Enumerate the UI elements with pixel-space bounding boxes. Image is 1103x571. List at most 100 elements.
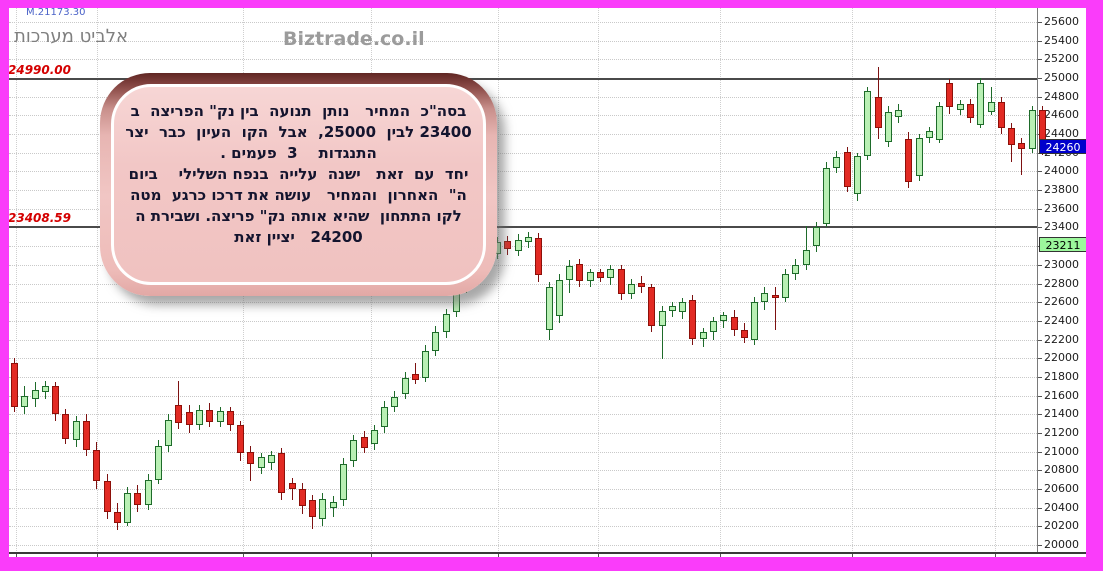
candle-body <box>278 452 286 493</box>
y-gridline <box>9 320 1037 322</box>
candle-body <box>432 332 440 351</box>
y-axis-line <box>1037 8 1038 554</box>
candle-body <box>627 283 635 294</box>
y-axis-label: 25400 <box>1044 33 1079 47</box>
y-axis-label: 21800 <box>1044 369 1079 383</box>
candle-body <box>175 404 183 423</box>
y-axis-tick <box>1037 507 1042 509</box>
candle-body <box>247 451 255 464</box>
annotation-line: 23400 לבין 25000, אבל הקו העיון כבר יצר <box>125 123 472 141</box>
x-gridline <box>598 8 599 553</box>
x-axis-tick <box>720 553 721 557</box>
y-axis-label: 21600 <box>1044 388 1079 402</box>
candle-body <box>864 91 872 156</box>
y-gridline <box>9 358 1037 360</box>
x-axis-tick <box>97 553 98 557</box>
candle-body <box>730 317 738 331</box>
candle-body <box>226 411 234 426</box>
candle-body <box>792 264 800 275</box>
y-axis-tick <box>1037 470 1042 472</box>
x-gridline <box>852 8 853 553</box>
x-gridline <box>995 8 996 553</box>
y-axis-tick <box>1037 40 1042 42</box>
y-axis-label: 24400 <box>1044 127 1079 141</box>
y-gridline <box>9 152 1037 154</box>
y-gridline <box>9 59 1037 61</box>
candle-wick <box>774 287 776 331</box>
y-axis-label: 22600 <box>1044 295 1079 309</box>
y-gridline <box>9 134 1037 136</box>
y-gridline <box>9 227 1037 229</box>
candle-wick <box>291 477 293 501</box>
candle-body <box>134 492 142 505</box>
y-gridline <box>9 208 1037 210</box>
candle-body <box>843 151 851 188</box>
y-gridline <box>9 283 1037 285</box>
candle-wick <box>661 305 663 360</box>
candle-wick <box>414 362 416 385</box>
candle-body <box>268 455 275 463</box>
candle-body <box>82 420 90 450</box>
candle-body <box>196 409 204 425</box>
candle-body <box>689 300 697 339</box>
y-axis-label: 20400 <box>1044 500 1079 514</box>
y-axis-tick <box>1037 414 1042 416</box>
y-axis-label: 21200 <box>1044 425 1079 439</box>
candle-body <box>535 237 543 276</box>
annotation-line: 24200 יציין זאת <box>234 228 363 246</box>
x-axis-tick <box>995 553 996 557</box>
candle-wick <box>1021 137 1023 176</box>
candle-body <box>31 389 39 400</box>
y-gridline <box>9 302 1037 304</box>
y-axis-tick <box>1037 227 1042 229</box>
y-axis-label: 20800 <box>1044 463 1079 477</box>
y-axis-tick <box>1037 395 1042 397</box>
candle-body <box>596 272 604 278</box>
candle-body <box>11 362 18 407</box>
price-level-line <box>9 77 1037 80</box>
y-axis-label: 25600 <box>1044 15 1079 28</box>
y-axis-tick <box>1037 339 1042 341</box>
candle-body <box>21 395 29 407</box>
annotation-callout-inner: בסה"כ המחיר נותן תנועה בין נק" הפריצה ב 2… <box>111 84 486 285</box>
y-axis-tick <box>1037 488 1042 490</box>
candle-body <box>514 239 522 251</box>
y-gridline <box>9 171 1037 173</box>
y-axis-tick <box>1037 78 1042 80</box>
candle-body <box>782 274 789 298</box>
y-axis-tick <box>1037 302 1042 304</box>
y-gridline <box>9 395 1037 397</box>
y-axis-label: 22800 <box>1044 276 1079 290</box>
candle-body <box>165 419 173 446</box>
x-axis-tick <box>598 553 599 557</box>
y-gridline <box>9 432 1037 434</box>
y-axis-tick <box>1037 376 1042 378</box>
candle-body <box>740 330 748 338</box>
y-axis-tick <box>1037 59 1042 61</box>
candle-body <box>1018 143 1026 149</box>
price-tag: 23211 <box>1039 237 1087 253</box>
y-axis-label: 23800 <box>1044 183 1079 197</box>
annotation-line: התנגדות 3 פעמים . <box>220 144 377 162</box>
candle-body <box>504 241 512 249</box>
candle-body <box>545 287 553 331</box>
candle-body <box>103 481 111 513</box>
candle-body <box>185 412 193 425</box>
x-axis-tick <box>371 553 372 557</box>
candle-body <box>62 414 70 439</box>
y-axis-label: 23600 <box>1044 201 1079 215</box>
y-gridline <box>9 414 1037 416</box>
candle-body <box>411 374 419 380</box>
candle-body <box>925 131 933 138</box>
y-gridline <box>9 526 1037 528</box>
candle-body <box>442 314 450 333</box>
candle-body <box>648 287 656 326</box>
candle-body <box>350 440 358 461</box>
candle-body <box>720 315 728 321</box>
y-axis-label: 20600 <box>1044 481 1079 495</box>
x-axis-tick <box>243 553 244 557</box>
y-axis-tick <box>1037 545 1042 546</box>
candle-body <box>525 236 532 243</box>
candle-body <box>124 492 132 523</box>
